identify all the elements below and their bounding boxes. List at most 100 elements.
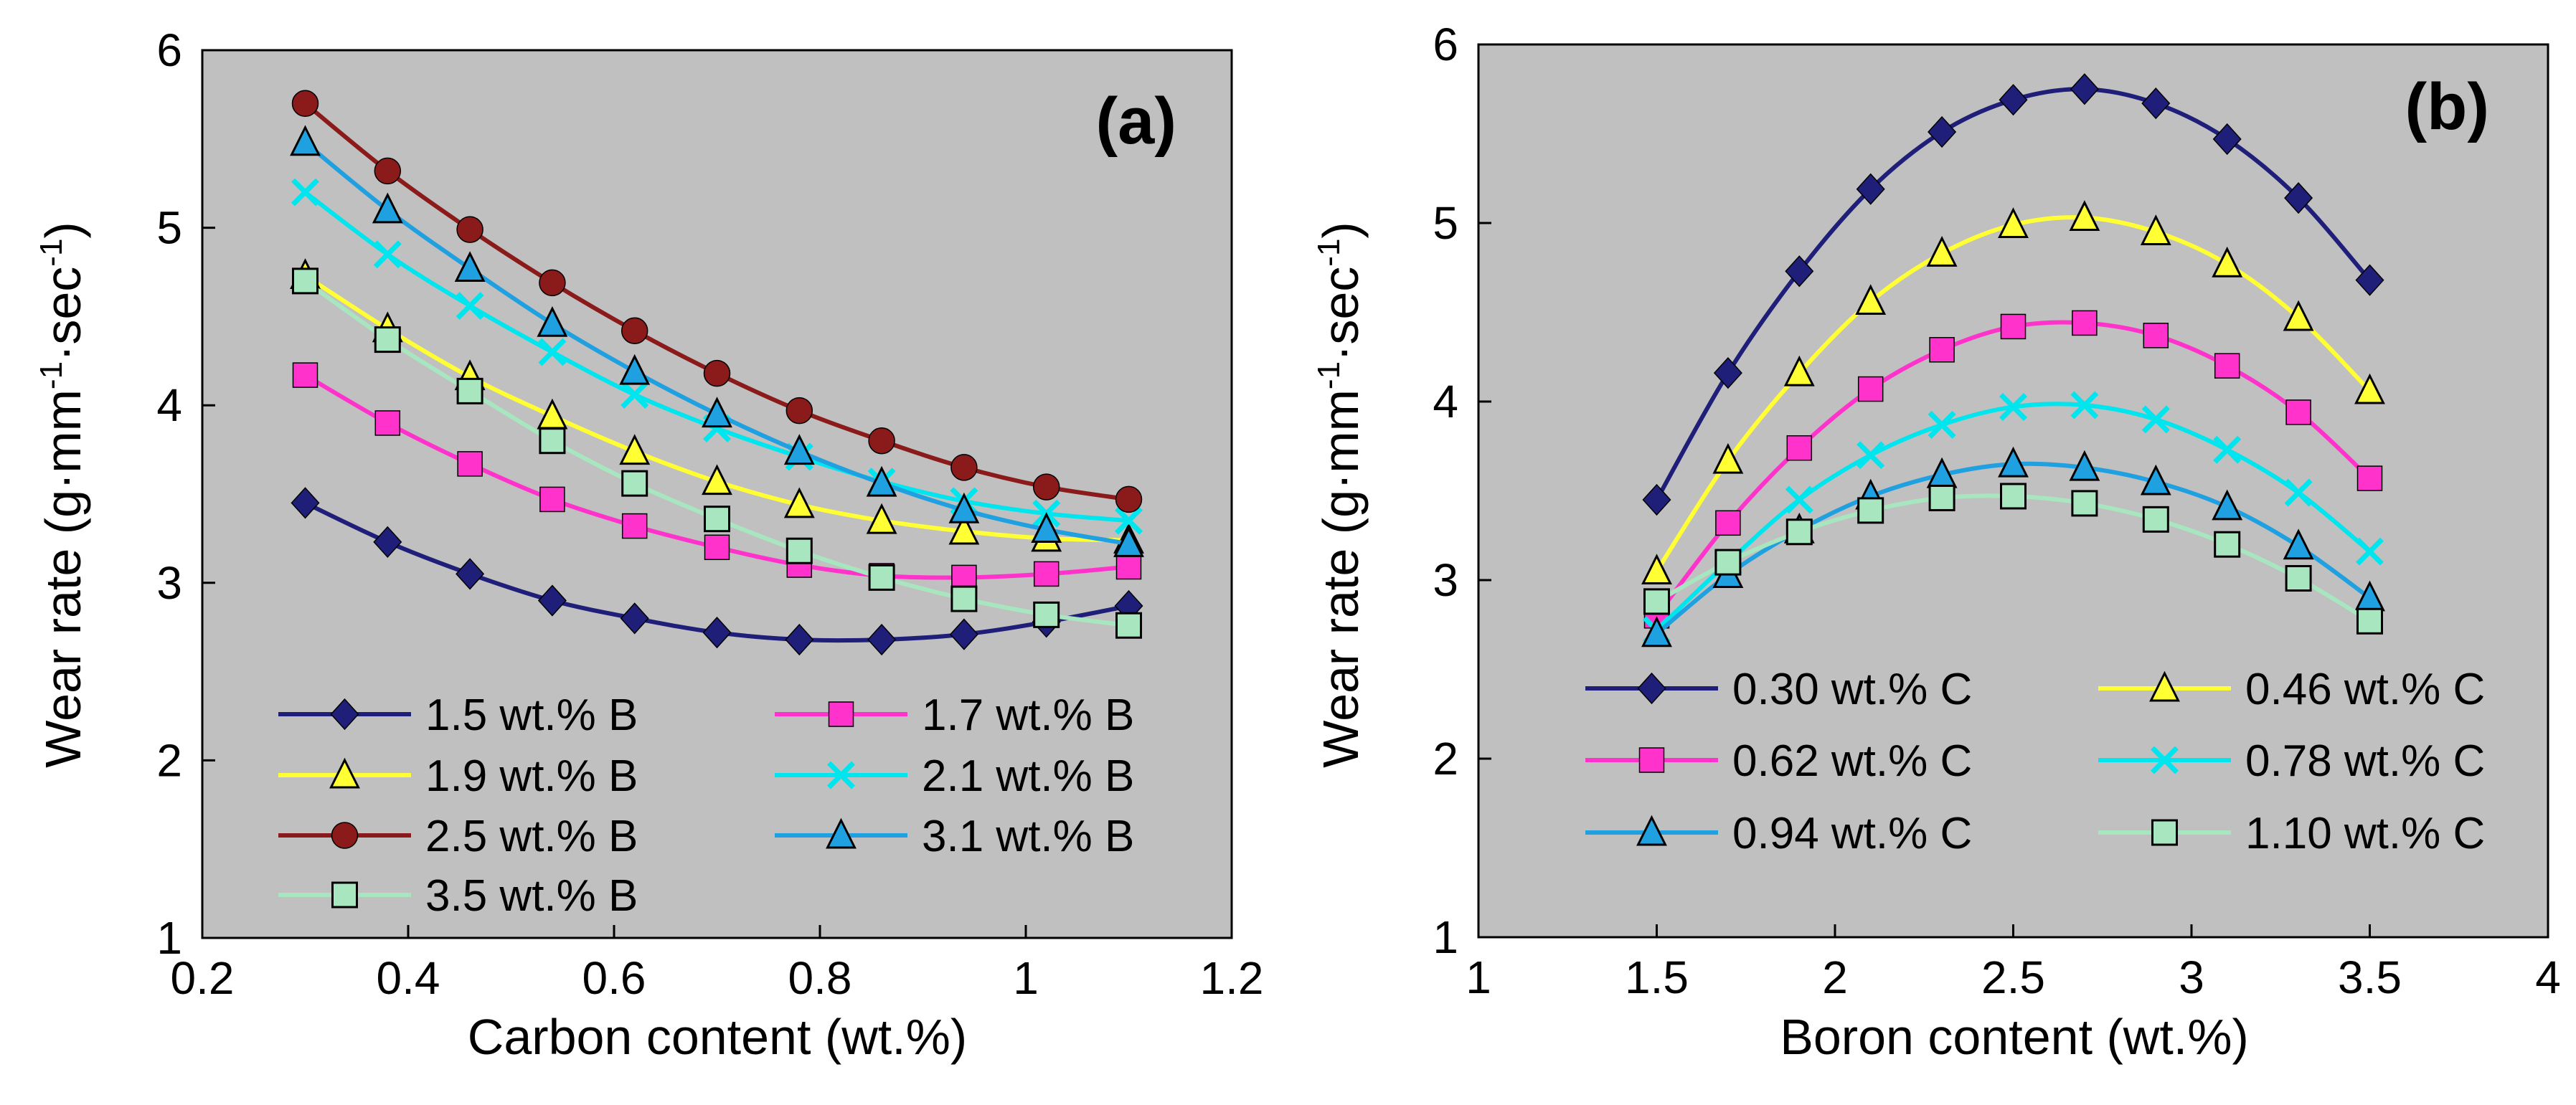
data-point-3-5-wt-b-6 [704,506,730,533]
panel-b-x-tick-label-1-5: 1.5 [1625,952,1689,1003]
legend-item-0-94-wt-c: 0.94 wt.% C [1585,809,1972,858]
data-point-3-1-wt-b-4 [537,305,568,337]
data-point-1-5-wt-b-3 [456,558,485,590]
panel-a-y-axis-title: Wear rate (g·mm-1·sec-1) [34,222,91,767]
panel-b-ylabel-mid: ·sec [1313,267,1369,361]
panel-b-ylabel-end: ) [1313,222,1369,238]
panel-a-ylabel-sup2: -1 [34,239,69,267]
data-point-2-5-wt-b-10 [1032,473,1060,501]
data-point-0-30-wt-c-8 [2141,87,2171,120]
data-point-1-5-wt-b-9 [949,618,978,650]
data-point-0-62-wt-c-4 [1857,376,1884,402]
data-point-3-5-wt-b-2 [374,326,401,354]
panel-b-x-tick-label-2-5: 2.5 [1981,952,2045,1003]
panel-a-x-tick-label-0-4: 0.4 [377,952,440,1004]
data-point-0-78-wt-c-6 [1999,392,2027,421]
data-point-0-62-wt-c-2 [1715,510,1741,536]
panel-a-series-group [290,90,1144,656]
data-point-0-62-wt-c-9 [2214,353,2240,379]
legend-marker-3-5-wt-b [331,881,358,909]
data-point-0-30-wt-c-2 [1713,357,1742,389]
data-point-0-46-wt-c-7 [2069,200,2100,232]
data-point-0-46-wt-c-11 [2354,373,2385,404]
data-point-2-5-wt-b-8 [868,427,895,455]
legend-item-0-78-wt-c: 0.78 wt.% C [2098,736,2485,786]
panel-a-y-tick-labels: 1 2 3 4 5 6 [156,24,182,964]
legend-label-0-62-wt-c: 0.62 wt.% C [1732,736,1972,786]
panel-a-x-tick-label-0-6: 0.6 [582,952,646,1004]
data-point-3-1-wt-b-7 [783,434,815,465]
data-point-2-5-wt-b-6 [703,359,731,387]
data-point-1-9-wt-b-5 [619,434,651,465]
panel-a-y-tick-label-5: 5 [156,202,182,254]
series-3-5-wt-b [292,267,1142,639]
data-point-0-46-wt-c-9 [2212,246,2243,278]
data-point-0-78-wt-c-7 [2070,391,2099,419]
panel-b-y-tick-label-6: 6 [1433,19,1458,70]
series-0-62-wt-c [1643,310,2383,629]
data-point-1-10-wt-c-8 [2142,506,2169,533]
data-point-0-46-wt-c-8 [2140,214,2171,245]
data-point-2-1-wt-b-2 [373,240,402,269]
data-point-0-94-wt-c-8 [2140,464,2171,495]
data-point-2-1-wt-b-1 [291,178,319,207]
panel-a-ylabel-end: ) [35,222,91,238]
legend-item-3-5-wt-b: 3.5 wt.% B [278,871,638,921]
data-point-1-10-wt-c-9 [2214,531,2241,558]
data-point-2-5-wt-b-9 [950,454,978,481]
legend-label-1-7-wt-b: 1.7 wt.% B [922,691,1134,740]
data-point-3-5-wt-b-10 [1033,601,1060,628]
data-point-0-30-wt-c-10 [2284,182,2313,214]
panel-b-y-tick-label-5: 5 [1433,197,1458,249]
series-1-5-wt-b [291,487,1143,656]
panel-a-ylabel-mid: ·sec [35,267,91,361]
data-point-1-5-wt-b-2 [373,526,402,558]
legend-item-2-5-wt-b: 2.5 wt.% B [278,812,638,861]
legend-marker-0-94-wt-c [1636,815,1667,846]
data-point-1-10-wt-c-4 [1857,497,1884,524]
data-point-3-1-wt-b-3 [454,251,486,283]
panel-a-x-tick-label-1-2: 1.2 [1200,952,1264,1004]
data-point-3-5-wt-b-4 [539,427,566,455]
data-point-1-9-wt-b-9 [948,513,980,545]
panel-b-x-tick-label-3: 3 [2179,952,2204,1003]
panel-b-ylabel-main: Wear rate (g·mm [1313,389,1369,768]
legend-label-3-5-wt-b: 3.5 wt.% B [425,871,638,921]
data-point-0-62-wt-c-6 [2000,313,2027,340]
data-point-1-10-wt-c-3 [1785,518,1813,546]
panel-a-ylabel-sup1: -1 [34,361,69,389]
data-point-1-7-wt-b-1 [292,362,319,388]
data-point-3-1-wt-b-11 [1113,526,1144,557]
legend-item-1-7-wt-b: 1.7 wt.% B [775,691,1134,740]
panel-a-y-tick-label-4: 4 [156,379,182,431]
data-point-1-7-wt-b-6 [704,534,730,561]
data-point-0-78-wt-c-5 [1928,410,1956,439]
data-point-1-7-wt-b-5 [621,513,648,539]
data-point-1-10-wt-c-6 [2000,483,2027,510]
panel-b-x-tick-label-4: 4 [2535,952,2561,1003]
data-point-2-5-wt-b-5 [621,317,648,344]
data-point-0-46-wt-c-6 [1998,207,2029,238]
legend-marker-0-62-wt-c [1638,747,1665,773]
svg-text:Wear rate (g·mm-1·sec-1): Wear rate (g·mm-1·sec-1) [34,222,91,767]
legend-marker-1-7-wt-b [828,701,854,727]
data-point-1-10-wt-c-2 [1714,549,1742,576]
data-point-3-1-wt-b-8 [866,465,897,497]
data-point-1-7-wt-b-4 [539,486,565,513]
data-point-0-46-wt-c-3 [1783,355,1815,386]
data-point-1-9-wt-b-7 [783,487,815,518]
data-point-0-62-wt-c-3 [1786,435,1813,461]
panel-b-x-tick-label-2: 2 [1822,952,1848,1003]
series-line-0-30-wt-c [1654,87,2372,501]
data-point-3-1-wt-b-5 [619,354,651,385]
legend-label-2-1-wt-b: 2.1 wt.% B [922,751,1134,801]
data-point-1-7-wt-b-2 [374,410,401,436]
legend-label-1-10-wt-c: 1.10 wt.% C [2245,809,2485,858]
legend-item-1-9-wt-b: 1.9 wt.% B [278,751,638,801]
legend-marker-0-78-wt-c [2151,746,2179,774]
legend-marker-1-5-wt-b [330,698,359,731]
data-point-2-1-wt-b-3 [456,292,484,321]
panel-b-tick-marks [1477,43,2549,939]
panel-a-label: (a) [1096,85,1176,158]
